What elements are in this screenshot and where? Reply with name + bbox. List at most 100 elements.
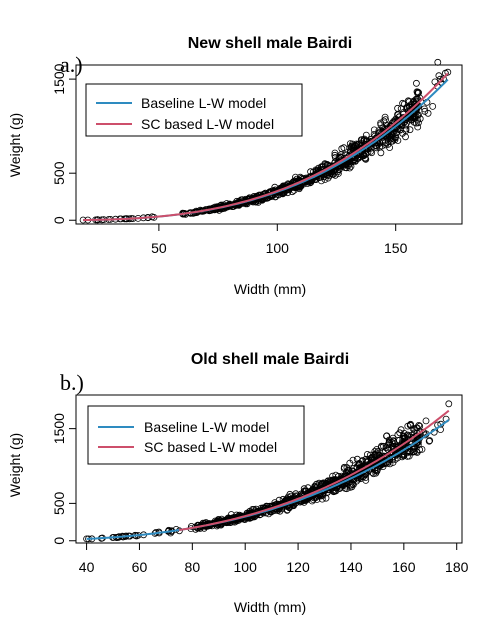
data-point xyxy=(406,126,414,134)
x-axis-label: Width (mm) xyxy=(234,281,306,297)
data-point xyxy=(371,451,379,459)
data-point xyxy=(414,123,422,131)
x-tick-label: 120 xyxy=(286,559,310,575)
data-point xyxy=(385,436,393,444)
data-point xyxy=(385,438,393,446)
legend-label-sc: SC based L-W model xyxy=(144,439,277,455)
panel-label: b.) xyxy=(60,370,84,395)
panel-label: a.) xyxy=(60,52,83,77)
x-axis-label: Width (mm) xyxy=(234,599,306,615)
data-point xyxy=(391,136,399,144)
data-point xyxy=(339,162,347,170)
y-axis-label: Weight (g) xyxy=(7,113,23,177)
sc-curve xyxy=(83,72,449,222)
data-point xyxy=(437,78,445,86)
data-point xyxy=(348,483,356,491)
y-tick-label: 1500 xyxy=(51,63,67,94)
x-tick-label: 140 xyxy=(339,559,363,575)
data-point xyxy=(420,105,428,113)
data-point xyxy=(413,88,421,96)
data-point xyxy=(363,450,371,458)
data-point xyxy=(371,447,379,455)
legend: Baseline L-W model SC based L-W model xyxy=(85,83,303,137)
data-point xyxy=(377,149,385,157)
data-point xyxy=(329,170,337,178)
x-tick-label: 150 xyxy=(384,240,408,256)
y-axis-label: Weight (g) xyxy=(7,433,23,497)
legend-box xyxy=(85,83,303,137)
y-tick-label: 0 xyxy=(51,216,67,224)
data-point xyxy=(377,444,385,451)
y-tick-label: 500 xyxy=(51,491,67,515)
x-tick-label: 80 xyxy=(185,559,201,575)
chart-title: New shell male Bairdi xyxy=(188,35,353,52)
data-point xyxy=(378,142,386,150)
data-point xyxy=(412,95,420,103)
data-point xyxy=(402,121,409,129)
data-point xyxy=(334,170,342,177)
data-point xyxy=(381,113,389,121)
x-tick-label: 40 xyxy=(79,559,95,575)
data-point xyxy=(336,485,344,493)
data-point xyxy=(396,429,404,437)
data-point xyxy=(348,143,356,151)
x-tick-label: 100 xyxy=(234,559,258,575)
data-point xyxy=(370,126,378,134)
data-point xyxy=(394,137,402,144)
data-point xyxy=(300,485,308,493)
legend: Baseline L-W model SC based L-W model xyxy=(87,405,305,465)
x-tick-label: 50 xyxy=(151,240,167,256)
data-point xyxy=(370,470,377,478)
chart-new-shell: New shell male Bairdi a.) Width (mm) Wei… xyxy=(7,35,463,297)
data-point xyxy=(396,126,404,134)
data-point xyxy=(187,523,195,530)
data-point xyxy=(343,464,351,471)
data-point xyxy=(275,496,283,504)
data-point xyxy=(444,68,452,76)
data-point xyxy=(389,437,397,445)
data-point xyxy=(302,487,310,495)
legend-label-sc: SC based L-W model xyxy=(141,116,274,132)
data-point xyxy=(400,434,408,442)
data-point xyxy=(425,437,433,445)
data-point xyxy=(412,79,420,87)
data-point xyxy=(429,103,437,110)
data-point xyxy=(389,442,397,450)
data-point xyxy=(345,162,352,170)
data-point xyxy=(400,429,408,437)
data-point xyxy=(383,432,391,440)
data-point xyxy=(283,506,291,514)
data-point xyxy=(445,400,453,408)
data-point xyxy=(361,154,369,162)
data-point xyxy=(341,164,349,172)
data-point xyxy=(340,463,348,471)
data-point xyxy=(415,421,423,429)
x-tick-label: 160 xyxy=(392,559,416,575)
data-point xyxy=(424,109,432,117)
data-point xyxy=(421,107,429,115)
data-point xyxy=(407,420,415,428)
data-point xyxy=(404,431,412,439)
data-point xyxy=(414,119,422,127)
data-point xyxy=(402,133,409,141)
data-point xyxy=(313,496,321,503)
data-point xyxy=(349,140,356,148)
data-point xyxy=(416,115,424,123)
data-point xyxy=(346,140,354,148)
legend-label-baseline: Baseline L-W model xyxy=(144,419,269,435)
data-point xyxy=(355,461,363,469)
data-point xyxy=(382,116,389,123)
data-point xyxy=(397,105,405,112)
data-point xyxy=(407,115,415,123)
data-point xyxy=(337,151,345,159)
data-point xyxy=(402,439,410,447)
legend-box xyxy=(87,405,305,465)
data-point xyxy=(319,480,327,488)
data-point xyxy=(355,459,363,467)
data-point xyxy=(399,99,407,107)
data-point xyxy=(435,72,443,80)
data-point xyxy=(406,448,414,456)
data-point xyxy=(343,482,350,490)
data-point xyxy=(296,173,304,181)
